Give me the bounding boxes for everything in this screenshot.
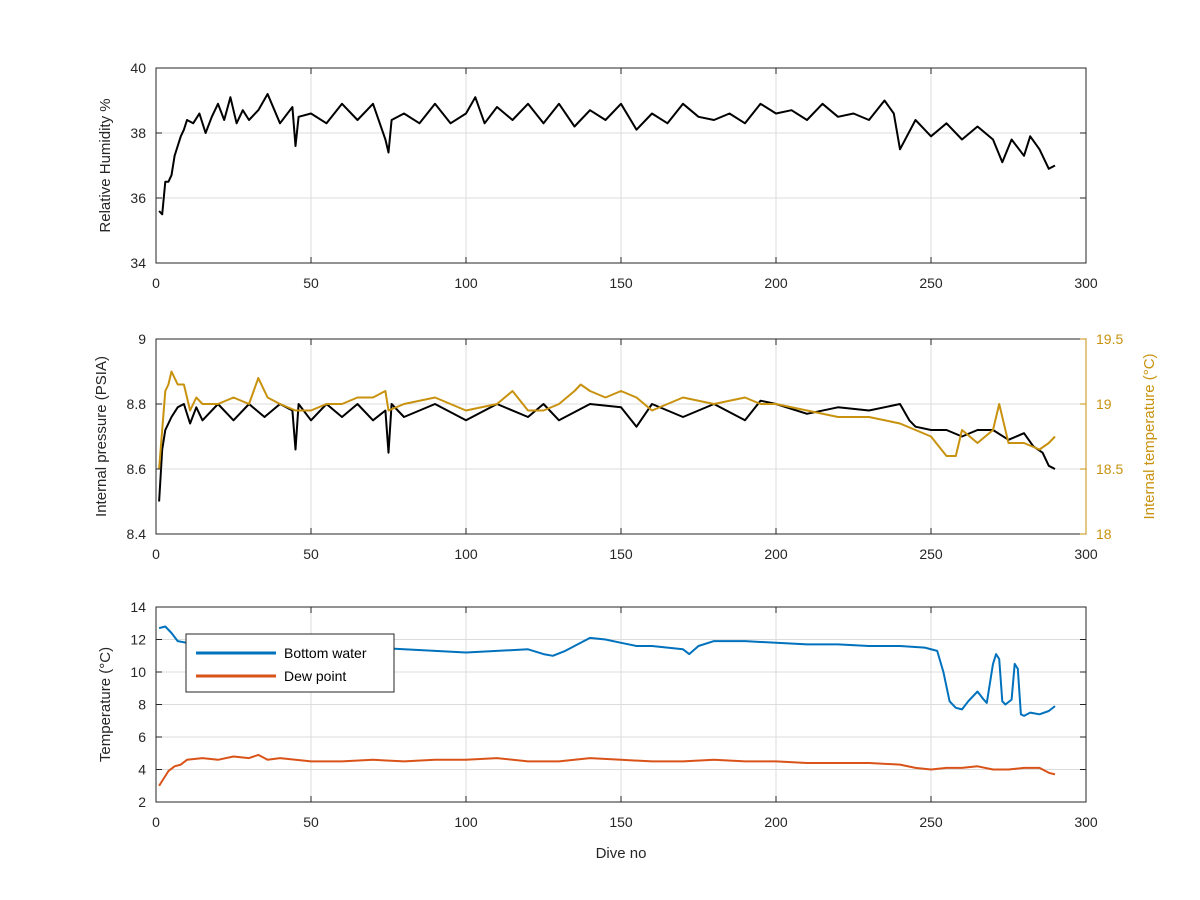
y-tick-label: 14 — [130, 599, 146, 615]
y-axis-label: Internal pressure (PSIA) — [93, 356, 110, 517]
y2-tick-label: 19.5 — [1096, 331, 1123, 347]
x-tick-label: 250 — [919, 275, 943, 291]
y-tick-label: 38 — [130, 125, 146, 141]
legend: Bottom water Dew point — [185, 633, 395, 693]
x-tick-label: 300 — [1074, 275, 1098, 291]
plot-panel-3: 0 50 100 150 200 250 300 2 4 6 8 10 12 14 Temperature … — [97, 599, 1098, 862]
x-tick-label: 250 — [919, 546, 943, 562]
y-tick-label: 8 — [138, 697, 146, 713]
series-line-dew-point — [158, 753, 1056, 787]
y-tick-label: 10 — [130, 664, 146, 680]
y-tick-label: 36 — [130, 190, 146, 206]
x-tick-label: 150 — [609, 275, 633, 291]
y-tick-label: 4 — [138, 762, 146, 778]
series-line-relative-humidity — [158, 93, 1056, 216]
y-tick-label: 6 — [138, 729, 146, 745]
y-axis-label: Relative Humidity % — [97, 98, 114, 232]
x-tick-label: 200 — [764, 546, 788, 562]
x-tick-label: 100 — [454, 275, 478, 291]
y-tick-label: 2 — [138, 794, 146, 810]
y2-tick-label: 18.5 — [1096, 461, 1123, 477]
y-tick-label: 40 — [130, 60, 146, 76]
x-tick-label: 300 — [1074, 546, 1098, 562]
x-tick-label: 100 — [454, 814, 478, 830]
legend-label: Dew point — [284, 668, 346, 684]
series-line-internal-pressure — [158, 399, 1056, 502]
y-tick-label: 8.8 — [127, 396, 147, 412]
x-tick-label: 50 — [303, 546, 319, 562]
y2-axis-label: Internal temperature (°C) — [1141, 353, 1158, 519]
x-tick-label: 50 — [303, 814, 319, 830]
x-tick-label: 50 — [303, 275, 319, 291]
y2-tick-label: 19 — [1096, 396, 1112, 412]
plot-panel-1: 0 50 100 150 200 250 300 34 36 38 40 Relative Humid… — [97, 60, 1098, 291]
y-tick-label: 8.6 — [127, 461, 147, 477]
x-tick-label: 200 — [764, 275, 788, 291]
y-tick-label: 12 — [130, 632, 146, 648]
y-tick-label: 9 — [138, 331, 146, 347]
y-tick-label: 34 — [130, 255, 146, 271]
x-tick-label: 0 — [152, 275, 160, 291]
x-tick-label: 250 — [919, 814, 943, 830]
legend-box — [185, 633, 395, 693]
x-tick-label: 300 — [1074, 814, 1098, 830]
series-line-internal-temperature — [158, 370, 1056, 470]
y-axis-label: Temperature (°C) — [97, 647, 114, 762]
plot-panel-2: 0 50 100 150 200 250 300 8.4 8.6 8.8 9 18 18.5 19 19.5… — [93, 331, 1158, 562]
x-axis-label: Dive no — [596, 845, 647, 862]
x-tick-label: 150 — [609, 546, 633, 562]
x-tick-label: 0 — [152, 546, 160, 562]
x-tick-label: 0 — [152, 814, 160, 830]
x-tick-label: 100 — [454, 546, 478, 562]
legend-label: Bottom water — [284, 645, 367, 661]
y2-tick-label: 18 — [1096, 526, 1112, 542]
x-tick-label: 200 — [764, 814, 788, 830]
y-tick-label: 8.4 — [127, 526, 147, 542]
x-tick-label: 150 — [609, 814, 633, 830]
